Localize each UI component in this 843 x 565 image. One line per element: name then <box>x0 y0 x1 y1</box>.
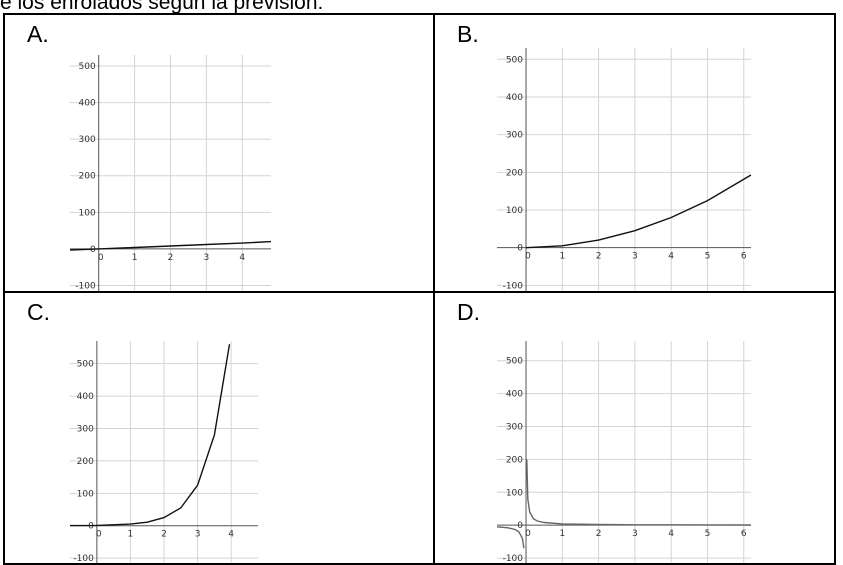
y-tick-label: -100 <box>73 554 94 563</box>
y-tick-label: 500 <box>506 55 523 65</box>
series-line <box>496 526 525 549</box>
y-tick-label: 300 <box>79 135 96 145</box>
graph-options-table: A. 500 400 300 200 100 0 -100 0 1 2 3 4 B. 500 400 30… <box>3 13 836 565</box>
y-tick-label: 100 <box>506 206 523 216</box>
x-tick-label: 3 <box>632 529 638 539</box>
header-text: e los enrolados según la previsión: <box>0 0 324 14</box>
x-tick-label: 3 <box>204 253 210 263</box>
x-tick-label: 4 <box>239 253 245 263</box>
x-tick-label: 0 <box>525 529 531 539</box>
x-tick-label: 2 <box>596 252 602 262</box>
y-tick-label: 100 <box>506 488 523 498</box>
panel-d: D. 500 400 300 200 100 0 -100 0 1 2 3 4 5 6 <box>435 293 836 565</box>
y-tick-label: 400 <box>506 390 523 400</box>
y-tick-label: 300 <box>506 131 523 141</box>
y-tick-label: 500 <box>77 360 94 370</box>
y-tick-label: 400 <box>77 392 94 402</box>
y-tick-label: 100 <box>79 208 96 218</box>
x-tick-label: 5 <box>705 529 711 539</box>
x-tick-label: 1 <box>128 530 134 540</box>
x-tick-label: 2 <box>168 253 174 263</box>
x-tick-label: 3 <box>632 252 638 262</box>
y-tick-label: 300 <box>77 425 94 435</box>
x-tick-label: 1 <box>559 529 565 539</box>
x-tick-label: 0 <box>525 252 531 262</box>
plot-a: 500 400 300 200 100 0 -100 0 1 2 3 4 <box>69 55 272 291</box>
x-tick-label: 4 <box>228 530 234 540</box>
plot-b: 500 400 300 200 100 0 -100 0 1 2 3 4 5 6 <box>497 48 752 291</box>
series-line <box>525 174 752 249</box>
panel-b: B. 500 400 300 200 100 0 -100 0 1 2 3 4 5 6 <box>435 15 836 293</box>
x-tick-label: 4 <box>668 252 674 262</box>
series-line <box>69 240 272 251</box>
y-tick-label: 200 <box>79 172 96 182</box>
y-tick-label: 0 <box>517 521 523 531</box>
panel-label: C. <box>27 299 50 325</box>
x-tick-label: 0 <box>98 253 104 263</box>
x-tick-label: 6 <box>741 252 747 262</box>
plot-d: 500 400 300 200 100 0 -100 0 1 2 3 4 5 6 <box>496 341 752 563</box>
y-tick-label: -100 <box>503 554 524 563</box>
y-tick-label: 400 <box>506 93 523 103</box>
y-tick-label: 200 <box>506 168 523 178</box>
panel-label: A. <box>27 21 49 47</box>
y-tick-label: 400 <box>79 99 96 109</box>
panel-a: A. 500 400 300 200 100 0 -100 0 1 2 3 4 <box>5 15 435 293</box>
y-tick-label: 0 <box>88 522 94 532</box>
y-tick-label: 500 <box>79 62 96 72</box>
x-tick-label: 2 <box>161 530 167 540</box>
series-line <box>69 344 231 527</box>
y-tick-label: 100 <box>77 489 94 499</box>
x-tick-label: 5 <box>705 252 711 262</box>
panel-label: D. <box>457 299 480 325</box>
y-tick-label: 500 <box>506 357 523 367</box>
y-tick-label: -100 <box>75 282 96 291</box>
y-tick-label: -100 <box>503 281 524 291</box>
x-tick-label: 2 <box>596 529 602 539</box>
x-tick-label: 1 <box>559 252 565 262</box>
x-tick-label: 6 <box>741 529 747 539</box>
x-tick-label: 4 <box>668 529 674 539</box>
series-line <box>526 459 752 526</box>
panel-c: C. 500 400 300 200 100 0 -100 0 1 2 3 4 <box>5 293 435 565</box>
x-tick-label: 0 <box>96 530 102 540</box>
x-tick-label: 3 <box>195 530 201 540</box>
panel-label: B. <box>457 21 479 47</box>
x-tick-label: 1 <box>132 253 138 263</box>
y-tick-label: 200 <box>506 455 523 465</box>
y-tick-label: 300 <box>506 423 523 433</box>
y-tick-label: 0 <box>90 245 96 255</box>
y-tick-label: 200 <box>77 457 94 467</box>
plot-c: 500 400 300 200 100 0 -100 0 1 2 3 4 <box>69 341 258 563</box>
y-tick-label: 0 <box>517 244 523 254</box>
